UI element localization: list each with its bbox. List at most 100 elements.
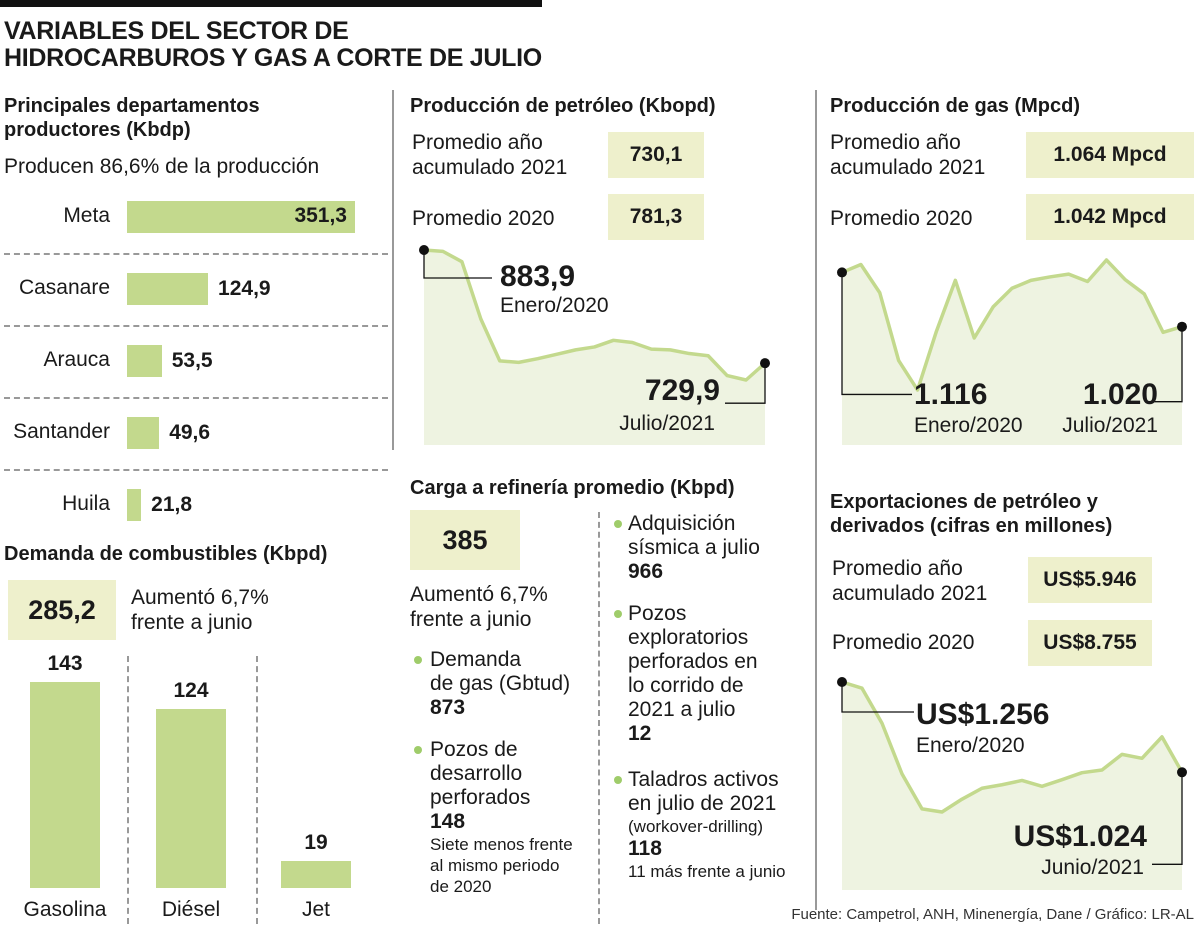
department-bar bbox=[127, 201, 355, 233]
chart-line bbox=[841, 680, 1184, 814]
dev-wells-line1: Pozos de bbox=[430, 738, 518, 761]
oil-avg-label-line1: Promedio año bbox=[412, 131, 543, 154]
gas-avg2020-label: Promedio 2020 bbox=[830, 207, 973, 230]
gas-demand-item: Demanda de gas (Gbtud) 873 bbox=[430, 648, 570, 720]
bullet-icon bbox=[414, 746, 422, 754]
fuel-bar bbox=[30, 682, 100, 888]
page-title: VARIABLES DEL SECTOR DE HIDROCARBUROS Y … bbox=[4, 18, 542, 72]
dev-wells-note2: al mismo periodo bbox=[430, 856, 560, 875]
dev-wells-line3: perforados bbox=[430, 786, 531, 809]
fuel-demand-note: Aumentó 6,7% frente a junio bbox=[131, 585, 269, 635]
fuel-demand-title: Demanda de combustibles (Kbpd) bbox=[4, 543, 328, 565]
end-marker bbox=[760, 358, 770, 369]
department-label: Huila bbox=[62, 492, 110, 515]
expl-wells-item: Pozos exploratorios perforados en lo cor… bbox=[628, 602, 758, 746]
fuel-value: 124 bbox=[173, 679, 209, 703]
source-note: Fuente: Campetrol, ANH, Minenergía, Dane… bbox=[791, 906, 1194, 923]
expl-wells-line4: lo corrido de bbox=[628, 674, 744, 697]
fuel-demand-note-line2: frente a junio bbox=[131, 611, 253, 634]
department-bar bbox=[127, 345, 162, 377]
oil-avg-value: 730,1 bbox=[608, 132, 704, 178]
exports-start-date: Enero/2020 bbox=[916, 734, 1025, 757]
seismic-item: Adquisición sísmica a julio 966 bbox=[628, 512, 760, 584]
rigs-value: 118 bbox=[628, 837, 662, 860]
gas-start-value: 1.116 bbox=[914, 378, 987, 411]
expl-wells-line3: perforados en bbox=[628, 650, 758, 673]
oil-start-value: 883,9 bbox=[500, 260, 575, 293]
department-value: 53,5 bbox=[171, 349, 213, 372]
rigs-note1: 11 más frente a junio bbox=[628, 862, 786, 881]
oil-avg2020-value: 781,3 bbox=[608, 194, 704, 240]
chart-line bbox=[841, 258, 1183, 392]
department-label: Meta bbox=[63, 204, 110, 227]
fuel-label: Diésel bbox=[161, 898, 221, 921]
department-label: Casanare bbox=[18, 276, 110, 299]
gas-demand-line2: de gas (Gbtud) bbox=[430, 672, 571, 695]
chart-line bbox=[423, 248, 767, 382]
end-leader bbox=[725, 363, 766, 404]
department-value: 49,6 bbox=[169, 421, 211, 444]
department-label: Santander bbox=[13, 420, 110, 443]
rigs-item: Taladros activos en julio de 2021 (worko… bbox=[628, 768, 786, 882]
seismic-line1: Adquisición bbox=[628, 512, 736, 535]
dev-wells-note3: de 2020 bbox=[430, 877, 492, 896]
refinery-note-line1: Aumentó 6,7% bbox=[410, 583, 548, 606]
expl-wells-line5: 2021 a julio bbox=[628, 698, 736, 721]
dev-wells-value: 148 bbox=[430, 810, 466, 833]
refinery-divider bbox=[598, 512, 600, 924]
fuel-value: 143 bbox=[47, 652, 83, 675]
end-marker bbox=[1177, 767, 1187, 778]
oil-end-value: 729,9 bbox=[645, 374, 720, 407]
gas-demand-line1: Demanda bbox=[430, 648, 522, 671]
department-label: Arauca bbox=[43, 348, 110, 371]
refinery-title: Carga a refinería promedio (Kbpd) bbox=[410, 477, 735, 499]
rigs-line1: Taladros activos bbox=[628, 768, 779, 791]
gas-avg-label-line2: acumulado 2021 bbox=[830, 156, 986, 179]
fuel-label: Jet bbox=[301, 898, 330, 921]
bullet-icon bbox=[614, 520, 622, 528]
oil-avg-label-line2: acumulado 2021 bbox=[412, 156, 568, 179]
oil-end-date: Julio/2021 bbox=[619, 412, 715, 435]
exports-avg2020-label: Promedio 2020 bbox=[832, 631, 975, 654]
department-value: 21,8 bbox=[151, 493, 193, 516]
gas-avg2020-value: 1.042 Mpcd bbox=[1026, 194, 1194, 240]
department-value: 351,3 bbox=[294, 204, 347, 227]
gas-start-date: Enero/2020 bbox=[914, 414, 1023, 437]
department-bar bbox=[127, 489, 142, 521]
fuel-demand-note-line1: Aumentó 6,7% bbox=[131, 586, 269, 609]
oil-avg2020-label: Promedio 2020 bbox=[412, 207, 555, 230]
top-rule bbox=[0, 0, 542, 7]
expl-wells-value: 12 bbox=[628, 722, 652, 745]
fuel-bar bbox=[281, 860, 351, 888]
gas-avg-value: 1.064 Mpcd bbox=[1026, 132, 1194, 178]
gas-end-value: 1.020 bbox=[1083, 378, 1158, 411]
page-title-line2: HIDROCARBUROS Y GAS A CORTE DE JULIO bbox=[4, 44, 542, 72]
refinery-note: Aumentó 6,7% frente a junio bbox=[410, 582, 548, 632]
fuel-label: Gasolina bbox=[23, 898, 107, 921]
exports-chart: US$1.256 Enero/2020 US$1.024 Junio/2021 bbox=[837, 677, 1187, 890]
gas-demand-value: 873 bbox=[430, 696, 466, 719]
department-separator bbox=[4, 253, 388, 255]
end-leader bbox=[1152, 772, 1183, 865]
exports-avg-value: US$5.946 bbox=[1028, 557, 1152, 603]
gas-production-chart: 1.116 Enero/2020 1.020 Julio/2021 bbox=[837, 258, 1187, 445]
rigs-line3: (workover-drilling) bbox=[628, 817, 764, 836]
oil-avg-label: Promedio año acumulado 2021 bbox=[412, 130, 567, 180]
dev-wells-item: Pozos de desarrollo perforados 148 Siete… bbox=[430, 738, 573, 897]
exports-avg-label-line2: acumulado 2021 bbox=[832, 582, 988, 605]
gas-title: Producción de gas (Mpcd) bbox=[830, 95, 1081, 117]
fuel-divider-2 bbox=[256, 656, 258, 924]
rigs-line2: en julio de 2021 bbox=[628, 792, 777, 815]
refinery-note-line2: frente a junio bbox=[410, 608, 532, 631]
departments-title-line1: Principales departamentos bbox=[4, 95, 260, 117]
department-separator bbox=[4, 325, 388, 327]
oil-title: Producción de petróleo (Kbopd) bbox=[410, 95, 716, 117]
start-leader bbox=[841, 682, 914, 713]
dev-wells-note1: Siete menos frente bbox=[430, 835, 573, 854]
column-divider-1 bbox=[392, 90, 394, 450]
end-leader bbox=[1152, 326, 1183, 403]
seismic-line2: sísmica a julio bbox=[628, 536, 760, 559]
chart-area bbox=[842, 682, 1182, 890]
exports-title-line1: Exportaciones de petróleo y bbox=[830, 491, 1098, 513]
